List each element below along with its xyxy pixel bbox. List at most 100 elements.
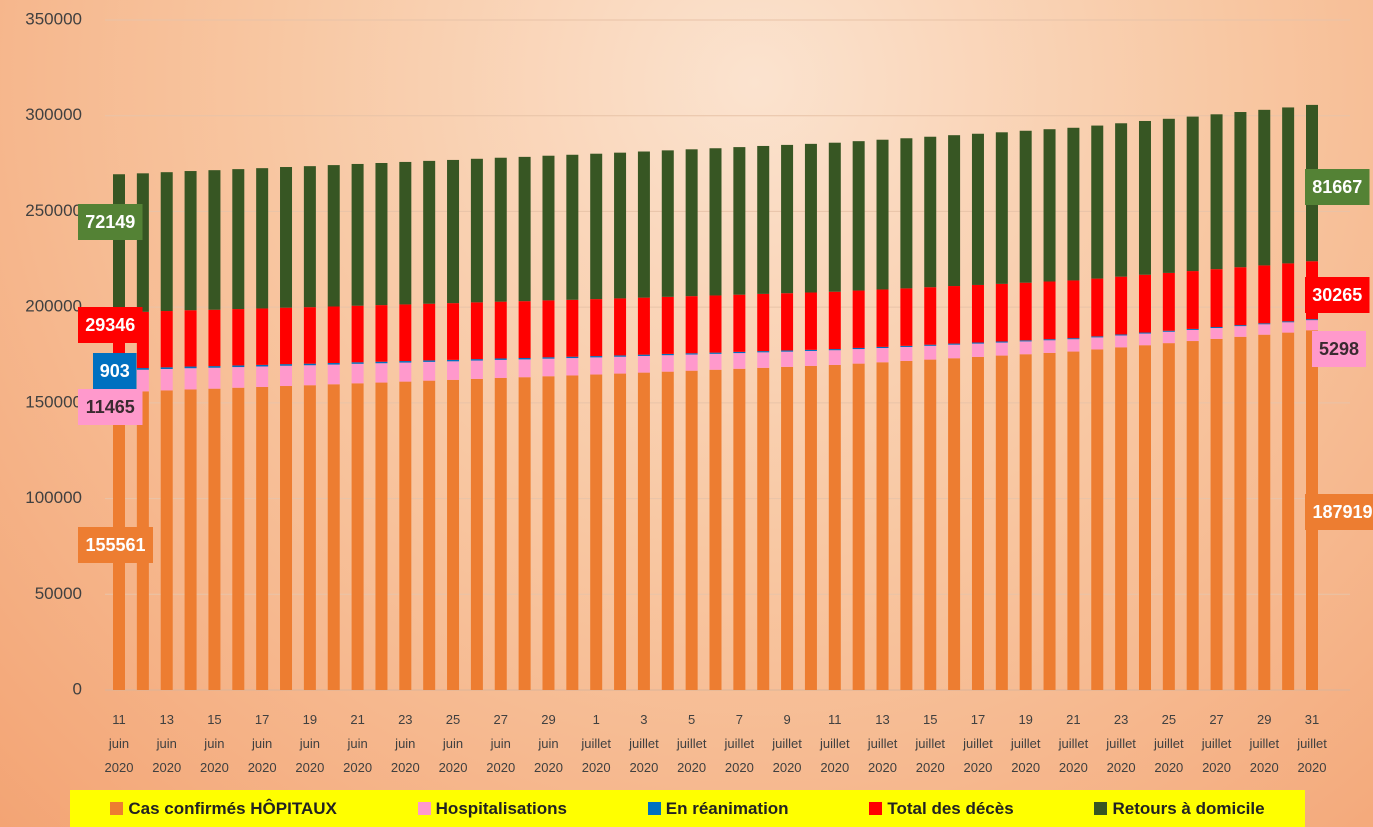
- bar-segment: [1043, 352, 1056, 690]
- bar-segment: [518, 358, 531, 360]
- bar-segment: [1091, 349, 1104, 690]
- bar-segment: [804, 292, 817, 350]
- bar-segment: [351, 163, 364, 306]
- bar-segment: [995, 355, 1008, 690]
- x-tick-label: 3 juillet 2020: [629, 712, 659, 775]
- bar-segment: [256, 366, 269, 387]
- bar-segment: [828, 364, 841, 690]
- bar-segment: [1258, 265, 1271, 324]
- bar-segment: [1186, 328, 1199, 330]
- bar-segment: [447, 379, 460, 690]
- bar-segment: [1091, 336, 1104, 338]
- bar-segment: [280, 364, 293, 366]
- bar-segment: [590, 153, 603, 300]
- bar-segment: [733, 294, 746, 352]
- bar-segment: [1258, 324, 1271, 335]
- bar-segment: [232, 387, 245, 690]
- bar-segment: [566, 154, 579, 300]
- y-tick-label: 250000: [25, 201, 82, 220]
- bar-segment: [781, 351, 794, 367]
- bar-segment: [995, 132, 1008, 284]
- bar-segment: [1186, 329, 1199, 342]
- data-label: 29346: [78, 307, 143, 343]
- bar-segment: [757, 145, 770, 294]
- bar-segment: [852, 347, 865, 350]
- bar-segment: [661, 150, 674, 297]
- bar-segment: [399, 381, 412, 690]
- bar-segment: [256, 308, 269, 365]
- bar-segment: [375, 361, 388, 364]
- bar-segment: [566, 375, 579, 690]
- bar-segment: [160, 367, 173, 369]
- bar-segment: [447, 361, 460, 380]
- bar-segment: [804, 143, 817, 293]
- x-tick-label: 29 juin 2020: [534, 712, 563, 775]
- bar-segment: [494, 358, 507, 360]
- bar-segment: [232, 169, 245, 310]
- bar-segment: [876, 362, 889, 690]
- bar-segment: [781, 293, 794, 351]
- bar-segment: [1115, 276, 1128, 335]
- bar-segment: [614, 298, 627, 356]
- bar-segment: [709, 353, 722, 370]
- bar-segment: [709, 369, 722, 690]
- bar-segment: [1282, 107, 1295, 264]
- bar-segment: [1091, 337, 1104, 350]
- bar-segment: [852, 363, 865, 690]
- bar-segment: [494, 377, 507, 690]
- bar-segment: [542, 155, 555, 301]
- bar-segment: [852, 290, 865, 348]
- bar-segment: [804, 349, 817, 351]
- bar-segment: [280, 365, 293, 387]
- bar-segment: [948, 286, 961, 344]
- bar-segment: [590, 357, 603, 375]
- bar-segment: [685, 296, 698, 354]
- bar-segment: [1019, 354, 1032, 690]
- bar-segment: [1019, 130, 1032, 283]
- bar-segment: [876, 139, 889, 290]
- bar-segment: [351, 383, 364, 690]
- data-label-text: 72149: [85, 212, 135, 232]
- bar-segment: [1115, 123, 1128, 277]
- y-tick-label: 0: [73, 679, 82, 698]
- bar-segment: [327, 165, 340, 307]
- bar-segment: [566, 356, 579, 359]
- bar-segment: [351, 305, 364, 363]
- bar-segment: [924, 136, 937, 288]
- x-tick-label: 25 juin 2020: [438, 712, 468, 775]
- bar-segment: [709, 295, 722, 353]
- bar-segment: [661, 355, 674, 372]
- bar-segment: [518, 301, 531, 359]
- bar-segment: [1162, 331, 1175, 344]
- bar-segment: [208, 388, 221, 690]
- bar-segment: [1282, 321, 1295, 323]
- bar-segment: [280, 167, 293, 308]
- bar-segment: [327, 364, 340, 385]
- bar-segment: [852, 141, 865, 291]
- bar-segment: [470, 302, 483, 360]
- x-tick-label: 17 juillet 2020: [963, 712, 993, 775]
- bar-segment: [1162, 272, 1175, 331]
- legend-swatch: [869, 802, 883, 815]
- x-tick-label: 19 juillet 2020: [1010, 712, 1041, 775]
- x-tick-label: 15 juillet 2020: [915, 712, 946, 775]
- bar-segment: [1162, 343, 1175, 690]
- bar-segment: [781, 350, 794, 352]
- data-label-text: 30265: [1312, 285, 1362, 305]
- bar-segment: [1067, 338, 1080, 340]
- bar-segment: [208, 170, 221, 310]
- bar-segment: [447, 359, 460, 362]
- bar-segment: [1210, 327, 1223, 329]
- bar-segment: [542, 357, 555, 359]
- x-tick-label: 13 juin 2020: [152, 712, 182, 775]
- x-tick-label: 27 juillet 2020: [1201, 712, 1232, 775]
- bar-segment: [423, 361, 436, 381]
- legend-label: Retours à domicile: [1112, 798, 1265, 818]
- bar-segment: [1115, 335, 1128, 348]
- bar-segment: [542, 376, 555, 690]
- bar-segment: [924, 344, 937, 346]
- bar-segment: [1138, 274, 1151, 333]
- bar-segment: [303, 365, 316, 386]
- bar-segment: [494, 301, 507, 359]
